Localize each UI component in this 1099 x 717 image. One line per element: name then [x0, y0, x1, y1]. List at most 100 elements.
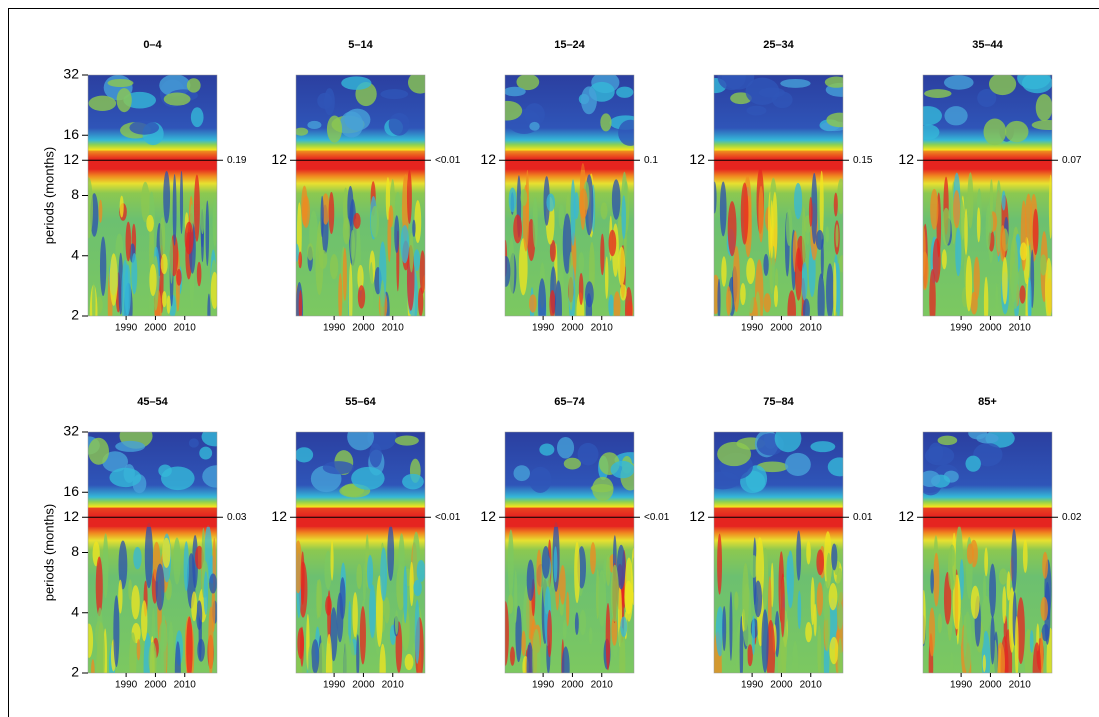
- heatmap-texture: [525, 169, 530, 227]
- panel-title: 25–34: [763, 39, 794, 51]
- heatmap-texture: [746, 257, 755, 285]
- heatmap-texture: [524, 103, 545, 127]
- heatmap-texture: [413, 579, 422, 597]
- y-tick-label: 32: [63, 423, 79, 439]
- heatmap-texture: [973, 442, 1003, 467]
- x-tick-label: 2010: [591, 680, 614, 691]
- heatmap-texture: [394, 609, 399, 635]
- heatmap-texture: [98, 199, 103, 223]
- heatmap-texture: [740, 282, 746, 306]
- y-tick-label: 12: [689, 151, 705, 167]
- heatmap-texture: [613, 291, 621, 316]
- panel-title: 75–84: [763, 396, 794, 408]
- heatmap-texture: [941, 249, 947, 270]
- heatmap-texture: [162, 537, 171, 568]
- heatmap-texture: [203, 571, 209, 615]
- heatmap: [88, 75, 217, 316]
- heatmap-texture: [792, 640, 799, 673]
- heatmap-texture: [937, 435, 958, 446]
- heatmap-texture: [1044, 257, 1052, 316]
- heatmap-texture: [146, 214, 154, 232]
- heatmap-texture: [610, 460, 634, 479]
- heatmap-texture: [1027, 277, 1032, 316]
- heatmap-texture: [102, 533, 109, 599]
- panel-frame: [922, 74, 1053, 317]
- heatmap-texture: [322, 461, 355, 475]
- heatmap-texture: [600, 233, 605, 276]
- heatmap-texture: [763, 293, 771, 313]
- panel-title: 5–14: [348, 39, 373, 51]
- y-tick-label: 12: [689, 508, 705, 524]
- p-value: 0.02: [1062, 512, 1082, 523]
- y-tick-label: 12: [480, 508, 496, 524]
- panel-frame: [504, 431, 635, 674]
- p-value: 0.01: [853, 512, 873, 523]
- heatmap-texture: [817, 273, 825, 316]
- heatmap-texture: [577, 442, 599, 466]
- heatmap-texture: [160, 253, 168, 275]
- heatmap-texture: [988, 75, 1017, 96]
- heatmap-texture: [923, 124, 940, 140]
- x-tick-label: 2010: [1009, 323, 1032, 334]
- heatmap-texture: [388, 205, 394, 228]
- heatmap-texture: [1002, 586, 1007, 624]
- heatmap-texture: [516, 75, 540, 91]
- heatmap-texture: [996, 642, 1006, 673]
- heatmap-texture: [394, 435, 419, 446]
- heatmap-texture: [1042, 551, 1049, 579]
- heatmap-texture: [568, 251, 574, 311]
- heatmap-texture: [604, 256, 609, 299]
- heatmap-texture: [158, 621, 168, 653]
- heatmap-texture: [186, 78, 201, 93]
- heatmap-texture: [824, 76, 843, 88]
- heatmap-texture: [561, 646, 570, 673]
- heatmap-texture: [605, 602, 611, 671]
- heatmap-texture: [717, 533, 723, 595]
- heatmap-texture: [608, 229, 617, 257]
- heatmap-texture: [387, 525, 395, 581]
- heatmap-texture: [505, 86, 526, 97]
- heatmap-texture: [118, 579, 123, 614]
- y-tick-label: 12: [898, 508, 914, 524]
- heatmap-texture: [163, 171, 171, 224]
- heatmap-texture: [758, 185, 764, 243]
- heatmap-texture: [196, 261, 202, 287]
- heatmap-texture: [590, 542, 596, 575]
- heatmap-texture: [620, 616, 628, 638]
- heatmap-texture: [125, 221, 132, 262]
- heatmap-texture: [300, 626, 304, 667]
- x-tick-label: 2000: [144, 680, 167, 691]
- heatmap-texture: [342, 247, 347, 301]
- heatmap-texture: [600, 113, 612, 132]
- heatmap-texture: [362, 562, 366, 604]
- heatmap-texture: [209, 573, 217, 594]
- heatmap-texture: [566, 591, 570, 627]
- heatmap-texture: [766, 619, 776, 673]
- heatmap-texture: [794, 247, 803, 301]
- heatmap-texture: [580, 86, 597, 115]
- heatmap-texture: [801, 206, 806, 265]
- y-tick-label: 12: [63, 151, 79, 167]
- heatmap-texture: [400, 225, 410, 264]
- heatmap-texture: [805, 621, 812, 643]
- heatmap-texture: [721, 256, 727, 287]
- heatmap-texture: [817, 625, 822, 673]
- heatmap-texture: [507, 529, 514, 597]
- heatmap-texture: [370, 205, 379, 238]
- heatmap-texture: [1035, 94, 1052, 121]
- heatmap-texture: [751, 615, 756, 656]
- heatmap-texture: [619, 284, 627, 301]
- heatmap-texture: [352, 592, 358, 638]
- heatmap-texture: [1011, 528, 1017, 593]
- heatmap-texture: [616, 86, 634, 98]
- heatmap-texture: [1020, 200, 1027, 272]
- heatmap-texture: [785, 208, 793, 247]
- y-tick-label: 16: [63, 483, 79, 499]
- heatmap-texture: [343, 633, 352, 673]
- heatmap-texture: [999, 225, 1006, 262]
- heatmap-texture: [976, 207, 981, 243]
- heatmap-texture: [401, 607, 410, 652]
- y-axis-label: periods (months): [41, 504, 56, 602]
- heatmap-texture: [770, 200, 774, 259]
- heatmap-texture: [383, 597, 390, 624]
